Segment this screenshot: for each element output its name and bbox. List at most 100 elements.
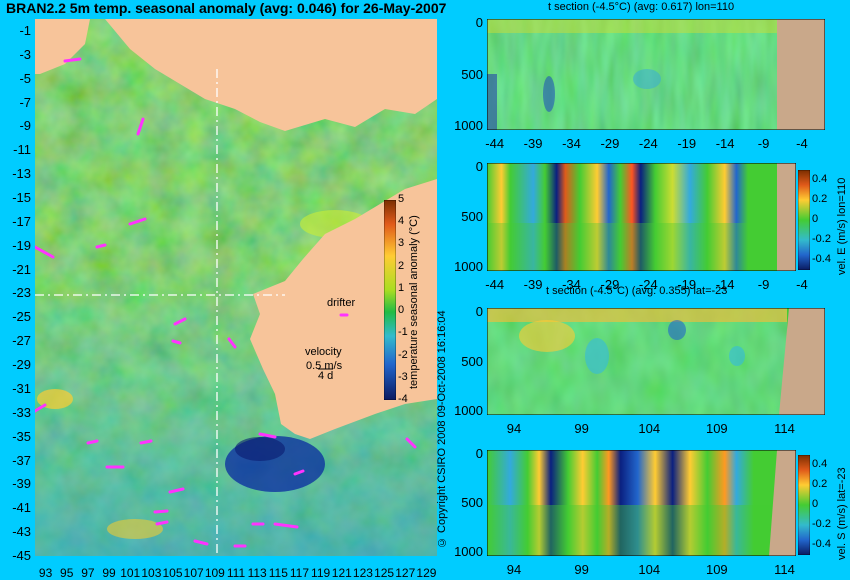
map-y-tick: -23	[12, 285, 31, 301]
section1-x-tick: -34	[562, 136, 581, 151]
section2-colorbar-tick: 0.4	[812, 173, 828, 185]
map-colorbar-tick: 3	[398, 237, 405, 250]
drifter-track	[171, 339, 182, 345]
section3-x-tick: 114	[774, 421, 795, 436]
velocity-label: velocity	[305, 346, 342, 358]
drifter-track	[258, 432, 277, 439]
section2-x-tick: -9	[757, 277, 770, 292]
section4-x-tick: 104	[638, 562, 661, 577]
map-plot	[35, 19, 437, 556]
section2-colorbar-label: vel. E (m/s) lon=110	[836, 177, 848, 275]
velocity-value: 0.5 m/s	[306, 360, 343, 372]
section4-y-tick: 1000	[454, 544, 483, 559]
section1-x-tick: -44	[485, 136, 505, 151]
section2-x-tick: -39	[523, 277, 543, 292]
map-y-tick: -5	[19, 70, 31, 86]
map-x-tick: 121	[331, 566, 352, 580]
section1-y-tick: 500	[461, 66, 483, 82]
section1-x-tick: -4	[796, 136, 808, 151]
map-x-tick: 107	[183, 566, 204, 580]
section1-title: t section (-4.5°C) (avg: 0.617) lon=110	[548, 1, 735, 13]
section4-plot	[487, 450, 796, 556]
section3-x-tick: 99	[574, 421, 589, 436]
map-colorbar-tick: 2	[398, 259, 405, 272]
map-x-tick: 103	[141, 566, 162, 580]
section4-y-tick: 0	[475, 446, 483, 461]
section4-colorbar-tick: -0.2	[812, 518, 831, 530]
section2-colorbar-tick: -0.2	[812, 233, 831, 245]
land-section	[777, 19, 825, 130]
copyright-note: © Copyright CSIRO 2008 09-Oct-2008 16:16…	[436, 310, 448, 548]
map-x-tick: 93	[38, 566, 53, 580]
section4-colorbar-label: vel. S (m/s) lat=-23	[836, 467, 848, 560]
map-colorbar-tick: 0	[398, 304, 405, 317]
section3-x-tick: 94	[506, 421, 522, 436]
map-x-tick: 111	[226, 566, 246, 580]
map-y-tick: -1	[19, 22, 31, 38]
map-x-tick: 129	[416, 566, 437, 580]
section1-x-tick: -29	[600, 136, 620, 151]
map-y-tick: -31	[12, 380, 31, 396]
section3-plot	[487, 308, 825, 415]
map-title: BRAN2.2 5m temp. seasonal anomaly (avg: …	[6, 0, 447, 16]
drifter-track	[293, 469, 305, 476]
drifter-track	[173, 317, 187, 326]
section2-y-tick: 0	[475, 159, 483, 174]
map-colorbar-tick: 4	[398, 215, 405, 228]
map-x-tick: 119	[311, 566, 331, 580]
section4-x-tick: 114	[774, 562, 795, 577]
map-x-tick: 127	[395, 566, 416, 580]
map-y-tick: -33	[12, 404, 31, 420]
section2-x-tick: -44	[485, 277, 505, 292]
map-x-tick: 113	[247, 566, 267, 580]
map-colorbar-tick: 5	[398, 193, 405, 205]
section1-x-tick: -19	[677, 136, 697, 151]
section2-x-tick: -19	[677, 277, 697, 292]
map-y-tick: -11	[13, 142, 31, 158]
drifter-track	[193, 539, 209, 546]
map-x-tick: 105	[162, 566, 183, 580]
drifter-track	[155, 520, 169, 526]
section1-x-tick: -24	[638, 136, 658, 151]
drifter-track	[153, 509, 169, 514]
section3-y-tick: 1000	[454, 403, 483, 418]
map-y-tick: -19	[12, 237, 31, 253]
drifter-track	[128, 217, 147, 226]
map-y-tick: -41	[12, 500, 31, 516]
map-x-tick: 97	[81, 566, 95, 580]
map-y-tick: -35	[12, 428, 31, 444]
map-y-tick: -7	[19, 94, 31, 110]
map-colorbar-tick: -4	[398, 393, 408, 405]
section1-y-tick: 1000	[454, 118, 483, 133]
section4-colorbar-tick: 0	[812, 498, 819, 510]
cold-anomaly-core	[235, 437, 285, 461]
map-y-tick: -39	[12, 476, 31, 492]
section4-x-tick: 109	[705, 562, 728, 577]
section2-y-tick: 500	[461, 209, 483, 224]
drifter-track	[86, 439, 99, 445]
map-x-tick: 125	[374, 566, 395, 580]
section2-x-tick: -24	[638, 277, 658, 292]
map-y-tick: -13	[12, 166, 31, 182]
section3-title: t section (-4.5°C) (avg: 0.355) lat=-23	[546, 285, 728, 297]
section2-colorbar	[798, 170, 810, 270]
section3-x-tick: 104	[638, 421, 661, 436]
section2-x-tick: -29	[600, 277, 620, 292]
section4-y-tick: 500	[461, 495, 483, 510]
section2-y-tick: 1000	[454, 259, 483, 274]
warm-anomaly-patch	[107, 519, 163, 539]
indonesia-land	[105, 19, 437, 131]
map-y-tick: -9	[19, 118, 31, 134]
section4-colorbar-tick: 0.4	[812, 458, 828, 470]
map-y-tick: -3	[19, 46, 31, 62]
map-colorbar-tick: -3	[398, 370, 408, 383]
drifter-track	[405, 437, 417, 449]
map-y-tick: -25	[12, 309, 31, 325]
map-x-tick: 115	[268, 566, 288, 580]
map-colorbar-tick: -1	[398, 326, 408, 339]
drifter-track	[95, 243, 107, 249]
drifter-tracks	[35, 57, 417, 548]
drifter-track	[136, 117, 145, 136]
section2-plot	[487, 163, 796, 271]
drifter-track	[227, 337, 237, 349]
